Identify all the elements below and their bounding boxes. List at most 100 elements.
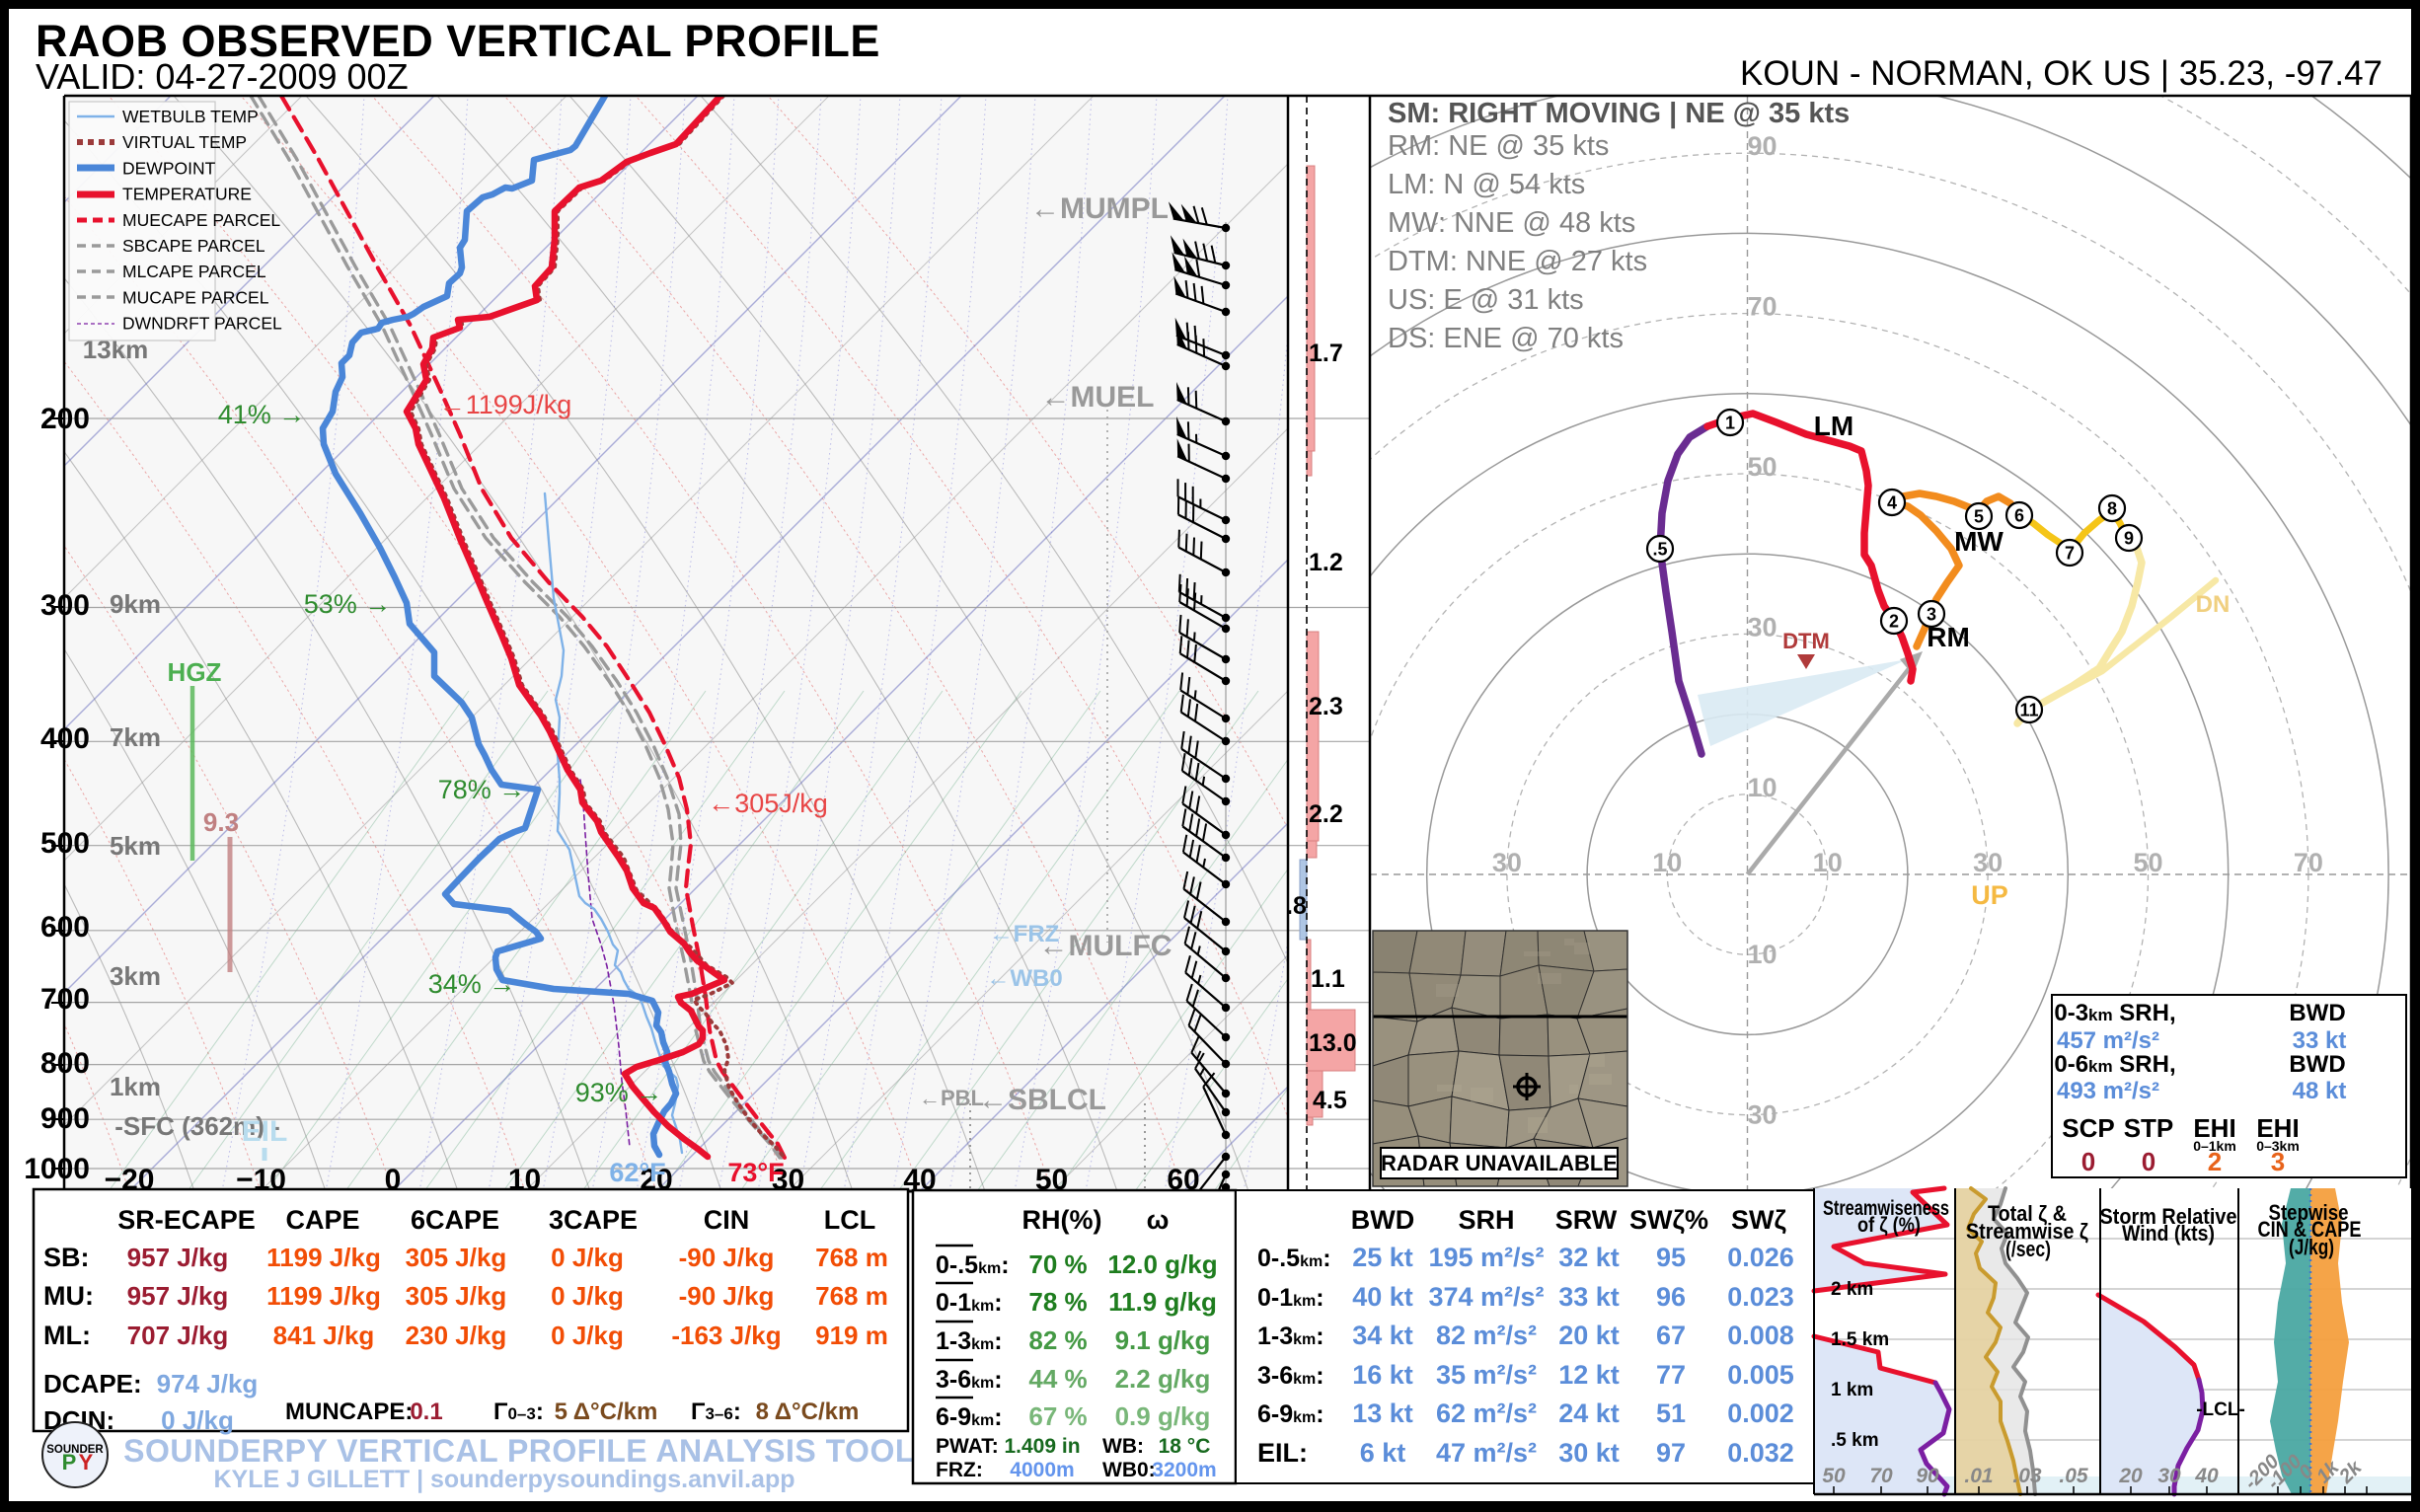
svg-text:6CAPE: 6CAPE (411, 1205, 499, 1235)
svg-text:30: 30 (1973, 848, 2003, 877)
svg-text:SRW: SRW (1555, 1205, 1618, 1235)
svg-text:ML:: ML: (43, 1321, 91, 1350)
svg-text:0.008: 0.008 (1727, 1321, 1794, 1350)
svg-text:4: 4 (1887, 493, 1897, 513)
svg-text:Γ0–3:: Γ0–3: (493, 1399, 544, 1425)
svg-text:ω: ω (1147, 1205, 1170, 1235)
svg-text:1-3km:: 1-3km: (936, 1327, 1003, 1355)
svg-text:RM: RM (1927, 622, 1970, 652)
svg-text:305 J/kg: 305 J/kg (406, 1243, 507, 1272)
svg-text:7: 7 (2065, 544, 2075, 564)
svg-text:VIRTUAL TEMP: VIRTUAL TEMP (122, 132, 247, 152)
svg-text:0 J/kg: 0 J/kg (161, 1405, 234, 1435)
svg-text:1 km: 1 km (1831, 1380, 1873, 1400)
svg-text:CAPE: CAPE (285, 1205, 359, 1235)
svg-text:EHI: EHI (2193, 1113, 2235, 1143)
svg-text:-163 J/kg: -163 J/kg (671, 1321, 781, 1350)
svg-text:13 kt: 13 kt (1352, 1399, 1413, 1428)
svg-text:MUNCAPE:: MUNCAPE: (285, 1399, 413, 1425)
svg-text:←SBLCL: ←SBLCL (978, 1084, 1106, 1116)
svg-text:(J/kg): (J/kg) (2289, 1235, 2334, 1259)
svg-text:of ζ (%): of ζ (%) (1857, 1214, 1921, 1237)
svg-text:0.9 g/kg: 0.9 g/kg (1115, 1401, 1211, 1431)
svg-text:768 m: 768 m (815, 1281, 888, 1311)
svg-text:Stepwise: Stepwise (2269, 1200, 2349, 1225)
svg-text:←MULFC: ←MULFC (1039, 930, 1172, 962)
svg-text:0: 0 (2081, 1147, 2095, 1176)
svg-text:BWD: BWD (2289, 1051, 2345, 1078)
svg-text:0.1: 0.1 (410, 1399, 442, 1425)
svg-text:TEMPERATURE: TEMPERATURE (122, 185, 252, 204)
svg-text:34% →: 34% → (428, 969, 516, 999)
svg-text:KOUN - NORMAN, OK US | 35.23,: KOUN - NORMAN, OK US | 35.23, -97.47 (1740, 54, 2382, 93)
svg-text:RADAR UNAVAILABLE: RADAR UNAVAILABLE (1381, 1151, 1618, 1175)
svg-text:457 m²/s²: 457 m²/s² (2057, 1027, 2159, 1054)
svg-text:.05: .05 (2059, 1465, 2088, 1487)
svg-text:4000m: 4000m (1010, 1459, 1074, 1481)
svg-text:8 Δ°C/km: 8 Δ°C/km (756, 1399, 860, 1425)
svg-text:HGZ: HGZ (168, 657, 222, 687)
svg-text:47 m²/s²: 47 m²/s² (1436, 1438, 1537, 1468)
svg-text:78 %: 78 % (1028, 1287, 1087, 1317)
svg-text:←305J/kg: ←305J/kg (708, 789, 828, 818)
svg-text:STP: STP (2124, 1113, 2174, 1143)
svg-text:LM: N @ 54 kts: LM: N @ 54 kts (1388, 169, 1585, 200)
svg-text:DN: DN (2196, 591, 2231, 618)
svg-text:MUCAPE PARCEL: MUCAPE PARCEL (122, 287, 269, 307)
svg-text:1.409 in: 1.409 in (1004, 1435, 1080, 1458)
svg-text:Total ζ &: Total ζ & (1988, 1201, 2067, 1226)
svg-text:12.0 g/kg: 12.0 g/kg (1107, 1249, 1217, 1279)
svg-text:.01: .01 (1964, 1465, 1993, 1487)
svg-text:13.0: 13.0 (1309, 1029, 1357, 1057)
svg-text:1199 J/kg: 1199 J/kg (266, 1281, 381, 1311)
svg-text:0.005: 0.005 (1727, 1360, 1794, 1390)
svg-text:70: 70 (2294, 848, 2323, 877)
svg-text:9.3: 9.3 (203, 807, 239, 837)
svg-text:Streamwise ζ: Streamwise ζ (1966, 1219, 2088, 1244)
svg-text:48 kt: 48 kt (2293, 1078, 2347, 1104)
svg-text:78% →: 78% → (438, 775, 526, 804)
svg-text:974 J/kg: 974 J/kg (157, 1369, 259, 1399)
svg-text:9km: 9km (110, 589, 161, 619)
svg-text:33 kt: 33 kt (2293, 1027, 2347, 1054)
svg-text:DEWPOINT: DEWPOINT (122, 158, 216, 178)
svg-text:50: 50 (1747, 452, 1777, 482)
svg-text:35 m²/s²: 35 m²/s² (1436, 1360, 1537, 1390)
svg-text:(/sec): (/sec) (2005, 1237, 2051, 1261)
svg-text:0–3km: 0–3km (2256, 1138, 2300, 1154)
svg-text:←PBL: ←PBL (919, 1086, 984, 1110)
svg-text:62 m²/s²: 62 m²/s² (1436, 1399, 1537, 1428)
svg-text:.8: .8 (1286, 892, 1307, 920)
svg-text:UP: UP (1971, 880, 2008, 910)
svg-text:11: 11 (2019, 701, 2038, 720)
svg-text:0-3km SRH,: 0-3km SRH, (2054, 1000, 2175, 1026)
svg-text:SR-ECAPE: SR-ECAPE (117, 1205, 256, 1235)
svg-text:20: 20 (2118, 1465, 2143, 1487)
svg-text:51: 51 (1656, 1399, 1686, 1428)
svg-text:1: 1 (1725, 414, 1735, 433)
svg-text:KYLE J GILLETT | sounderpysoun: KYLE J GILLETT | sounderpysoundings.anvi… (214, 1466, 795, 1493)
svg-text:-LCL-: -LCL- (2196, 1399, 2245, 1420)
svg-text:10: 10 (1747, 773, 1777, 802)
svg-text:0-1km:: 0-1km: (1257, 1284, 1324, 1312)
svg-text:957 J/kg: 957 J/kg (127, 1243, 229, 1272)
svg-text:97: 97 (1656, 1438, 1686, 1468)
svg-text:93% →: 93% → (575, 1078, 663, 1107)
svg-text:RH(%): RH(%) (1022, 1205, 1102, 1235)
svg-text:0.026: 0.026 (1727, 1243, 1794, 1272)
svg-text:44 %: 44 % (1028, 1364, 1087, 1394)
svg-text:1.5 km: 1.5 km (1831, 1329, 1889, 1350)
svg-text:-90 J/kg: -90 J/kg (679, 1243, 775, 1272)
svg-text:MW: MW (1954, 526, 2004, 557)
svg-text:.5 km: .5 km (1831, 1430, 1879, 1451)
svg-text:P: P (62, 1450, 77, 1474)
svg-text:0-1km:: 0-1km: (936, 1289, 1003, 1317)
svg-text:SCP: SCP (2062, 1113, 2114, 1143)
svg-text:82 m²/s²: 82 m²/s² (1436, 1321, 1537, 1350)
svg-text:SOUNDER: SOUNDER (46, 1444, 104, 1456)
svg-text:82 %: 82 % (1028, 1325, 1087, 1355)
svg-text:33 kt: 33 kt (1558, 1282, 1620, 1312)
svg-text:RM: NE @ 35 kts: RM: NE @ 35 kts (1388, 130, 1609, 162)
svg-text:70: 70 (1747, 292, 1777, 322)
svg-text:2.3: 2.3 (1309, 693, 1343, 720)
